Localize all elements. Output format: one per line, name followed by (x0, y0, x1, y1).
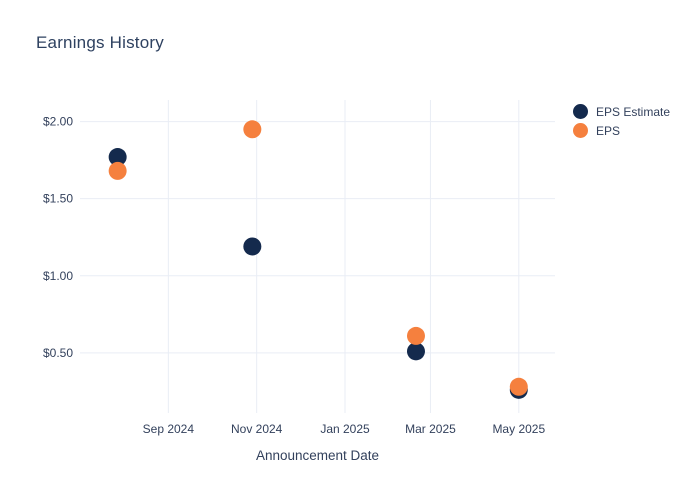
chart-title: Earnings History (36, 33, 164, 52)
x-tick-label-0: Sep 2024 (143, 422, 195, 436)
legend-item-eps-estimate[interactable]: EPS Estimate (573, 104, 670, 119)
x-tick-label-1: Nov 2024 (231, 422, 283, 436)
legend-marker-eps-estimate-icon (573, 104, 588, 119)
point-eps-estimate-2[interactable] (406, 342, 425, 361)
chart-legend: EPS Estimate EPS (573, 104, 670, 138)
legend-label-eps-estimate: EPS Estimate (596, 104, 671, 119)
y-tick-label-1: $1.00 (43, 269, 73, 283)
legend-marker-eps-icon (573, 123, 588, 138)
y-tick-label-0: $0.50 (43, 346, 73, 360)
point-eps-2[interactable] (406, 326, 425, 345)
point-eps-3[interactable] (509, 377, 528, 396)
y-tick-label-2: $1.50 (43, 192, 73, 206)
point-eps-1[interactable] (243, 120, 262, 139)
x-tick-label-3: Mar 2025 (405, 422, 456, 436)
legend-label-eps: EPS (596, 123, 621, 138)
y-tick-label-3: $2.00 (43, 115, 73, 129)
x-tick-label-4: May 2025 (492, 422, 545, 436)
x-axis-title: Announcement Date (256, 448, 379, 463)
point-eps-estimate-1[interactable] (243, 237, 262, 256)
x-tick-label-2: Jan 2025 (320, 422, 370, 436)
legend-item-eps[interactable]: EPS (573, 123, 670, 138)
point-eps-estimate-0[interactable] (108, 148, 127, 167)
point-eps-0[interactable] (108, 161, 127, 180)
